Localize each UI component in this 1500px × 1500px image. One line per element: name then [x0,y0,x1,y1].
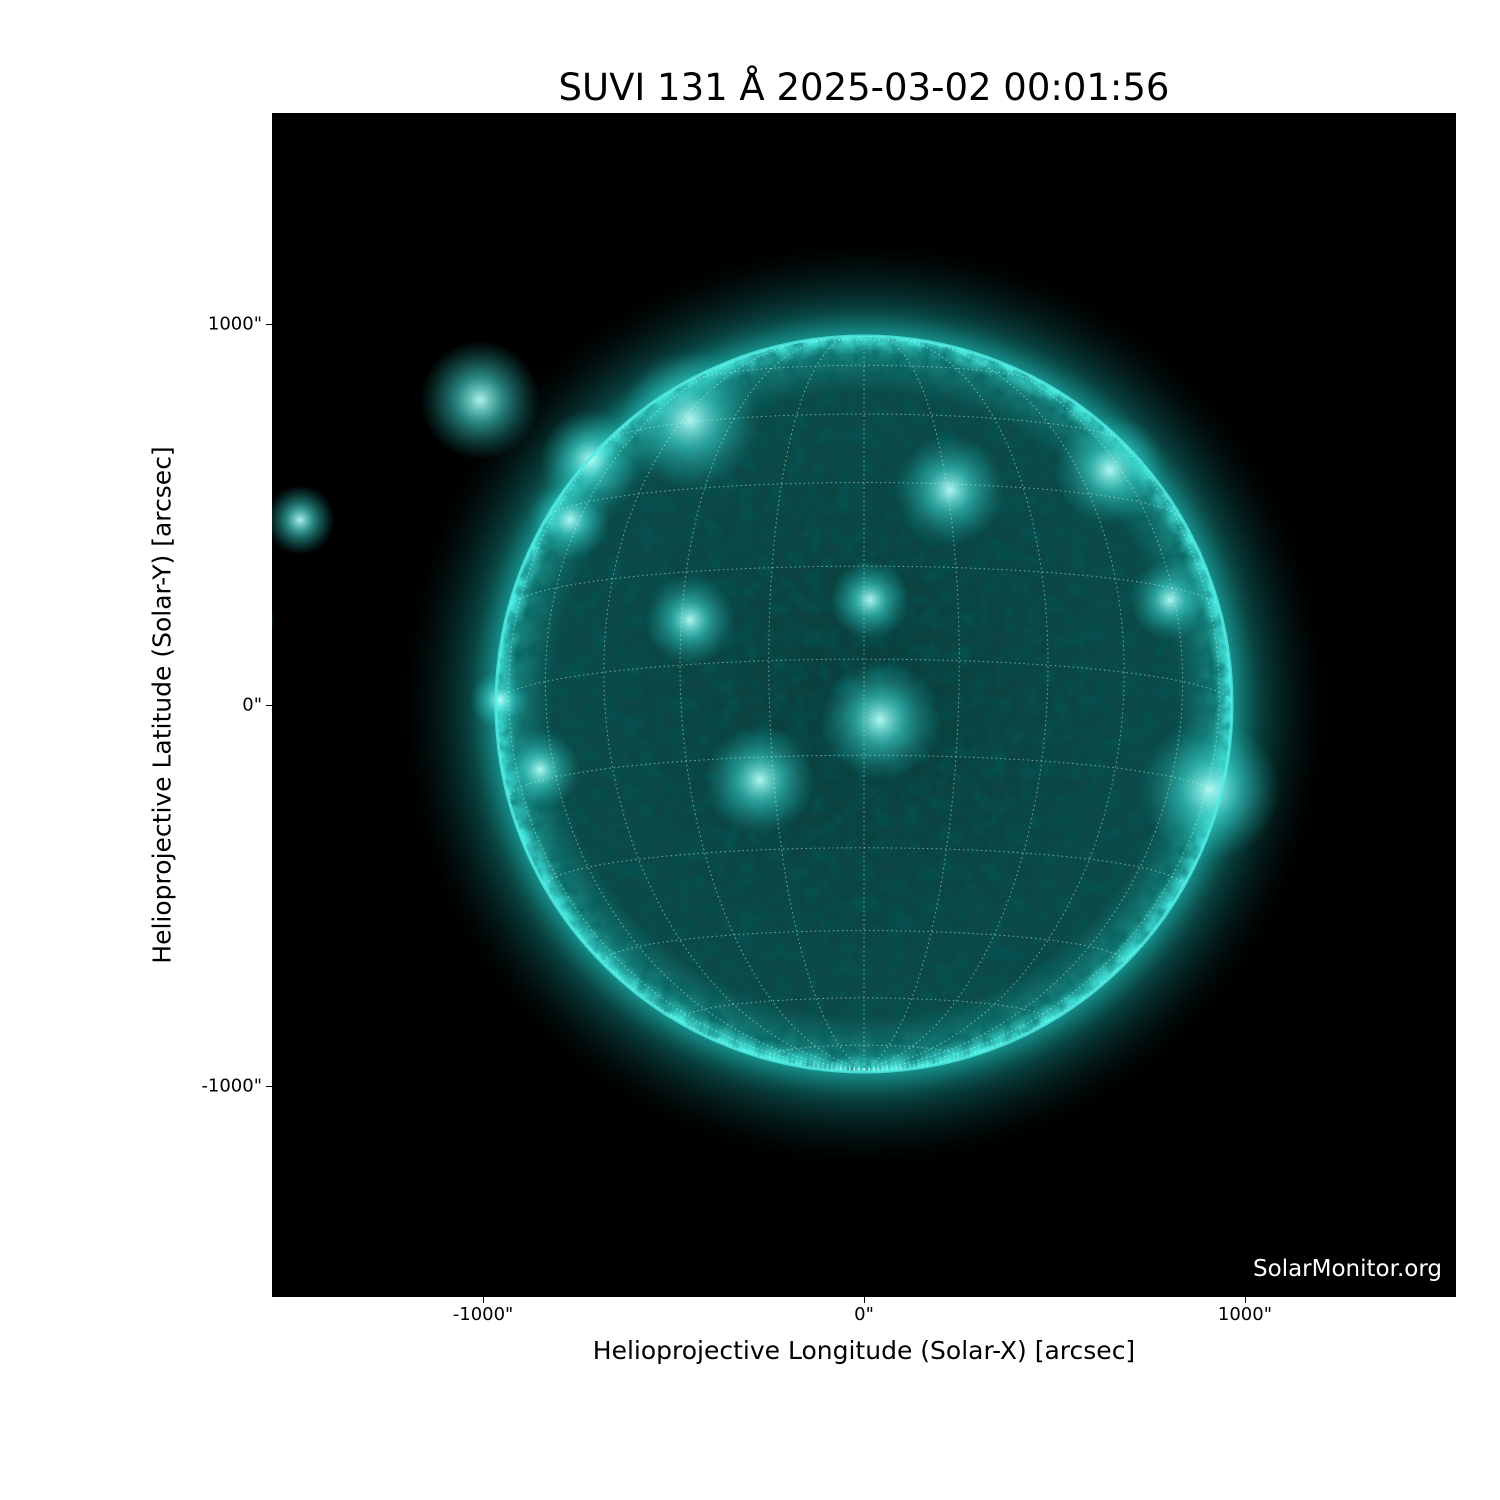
limb [494,334,1234,1074]
y-tick-mark [266,705,272,706]
y-tick-label: -1000" [201,1075,262,1097]
grid-line [508,565,1220,609]
grid-line [544,847,1184,890]
grid-line [679,337,865,1070]
x-tick-mark [864,1297,865,1303]
x-tick-mark [1244,1297,1246,1303]
x-tick-mark [483,1297,485,1303]
active-region [1130,560,1210,640]
x-tick-label: 1000" [1217,1304,1272,1325]
active-region [420,340,540,460]
active-region [705,725,815,835]
y-tick-mark [266,324,272,326]
x-axis-label: Helioprojective Longitude (Solar-X) [arc… [592,1336,1136,1365]
grid-line [605,413,1123,442]
grid-line [603,930,1125,966]
x-tick-label: 0" [854,1304,874,1325]
grid-line [508,754,1220,799]
grid-line [768,335,865,1070]
active-region [820,660,940,780]
solar-image-axes [272,113,1456,1297]
grid-line [603,338,865,1070]
watermark: SolarMonitor.org [1253,1256,1442,1282]
grid-line [546,481,1182,518]
active-region [1140,720,1280,860]
active-region [895,435,1005,545]
y-tick-label: 1000" [207,313,262,335]
chart-title: SUVI 131 Å 2025-03-02 00:01:56 [558,66,1170,109]
active-region [645,575,735,665]
grid-line [768,1044,960,1063]
grid-line [863,338,1125,1070]
y-tick-mark [266,1085,272,1087]
grid-line [544,343,865,1070]
active-region [530,480,610,560]
grid-line [863,335,960,1070]
active-region [272,485,335,555]
heliographic-grid [495,335,1233,1073]
active-region [1055,415,1165,525]
active-region [272,608,275,632]
grid-line [685,364,1043,383]
active-region [470,670,530,730]
active-region [830,560,910,640]
grid-line [863,337,1049,1070]
x-tick-label: -1000" [452,1304,514,1325]
y-axis-label: Helioprojective Latitude (Solar-Y) [arcs… [147,446,177,964]
grid-line [863,343,1184,1070]
grid-line [679,997,1049,1026]
active-region [500,730,580,810]
active-region [620,350,760,490]
y-tick-label: 0" [242,694,262,716]
